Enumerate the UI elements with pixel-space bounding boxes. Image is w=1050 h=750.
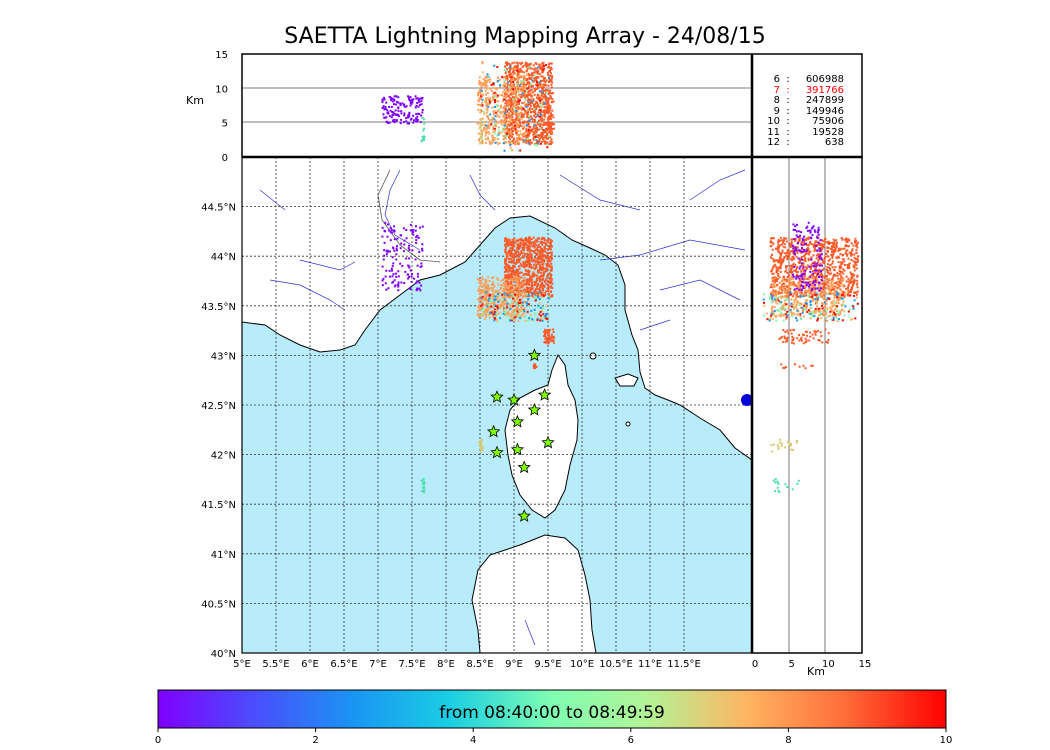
station-star-icon — [537, 388, 552, 401]
lon-tick-label: 11.5°E — [667, 659, 701, 670]
lon-tick-label: 9°E — [505, 659, 523, 670]
alt-tick-label: 10 — [215, 84, 228, 95]
lat-tick-label: 43°N — [211, 351, 236, 362]
station-star-icon — [527, 402, 542, 416]
sardinia — [471, 534, 597, 653]
side-altitude-panel — [751, 156, 863, 654]
lat-tick-label: 42.5°N — [201, 401, 236, 412]
lat-tick-label: 43.5°N — [201, 302, 236, 313]
lon-tick-label: 6°E — [301, 659, 319, 670]
station-star-icon — [486, 424, 501, 438]
station-star-icon — [510, 442, 525, 456]
figure-title: SAETTA Lightning Mapping Array - 24/08/1… — [284, 24, 766, 49]
lon-tick-label: 5°E — [233, 659, 251, 670]
stations-layer — [486, 348, 555, 522]
lightning-sources-altitude — [381, 61, 556, 152]
side-tick-label: 0 — [752, 659, 758, 670]
colorbar-tick-label: 10 — [940, 735, 953, 746]
colorbar-tick-labels: 0 2 4 6 8 10 — [155, 728, 953, 746]
lat-tick-label: 41°N — [211, 550, 236, 561]
alt-tick-label: 5 — [222, 119, 228, 130]
lon-tick-label: 8°E — [437, 659, 455, 670]
lon-tick-label: 10°E — [570, 659, 594, 670]
altitude-tick-labels: 0 5 10 15 — [215, 50, 228, 164]
altitude-panel — [241, 53, 753, 158]
lon-tick-label: 11°E — [638, 659, 662, 670]
lat-tick-label: 44.5°N — [201, 203, 236, 214]
colorbar — [157, 689, 947, 729]
station-star-icon — [517, 460, 531, 474]
latitude-tick-labels: 40°N 40.5°N 41°N 41.5°N 42°N 42.5°N 43°N 43.5°N… — [201, 203, 236, 660]
station-star-icon — [490, 445, 504, 459]
lat-tick-label: 42°N — [211, 451, 236, 462]
colorbar-tick-label: 2 — [312, 735, 318, 746]
lon-tick-label: 6.5°E — [330, 659, 357, 670]
side-tick-label: 10 — [822, 659, 835, 670]
count-row: 12:638 — [767, 137, 844, 148]
altitude-unit-label: Km — [186, 94, 204, 107]
station-star-icon — [517, 509, 531, 522]
count-row: 7:391766 — [773, 84, 844, 96]
colorbar-tick-label: 6 — [628, 735, 634, 746]
count-row: 9:149946 — [773, 105, 844, 117]
colorbar-tick-label: 8 — [785, 735, 791, 746]
lon-tick-label: 9.5°E — [534, 659, 561, 670]
longitude-tick-labels: 5°E 5.5°E 6°E 6.5°E 7°E 7.5°E 8°E 8.5°E 9°E 9.5°E… — [233, 659, 701, 670]
count-row: 10:75906 — [767, 116, 844, 127]
lat-tick-label: 41.5°N — [201, 500, 236, 511]
station-star-icon — [490, 390, 504, 403]
lightning-sources-side — [762, 221, 860, 494]
mainland-france-italy — [242, 157, 752, 461]
station-star-icon — [507, 392, 521, 406]
side-tick-labels: 0 5 10 15 — [752, 659, 872, 670]
side-tick-label: 15 — [859, 659, 872, 670]
count-row: 8:247899 — [773, 95, 844, 106]
lon-tick-label: 8.5°E — [466, 659, 493, 670]
marker-point — [741, 394, 752, 406]
lat-tick-label: 44°N — [211, 252, 236, 263]
colorbar-tick-label: 4 — [470, 735, 476, 746]
lon-tick-label: 10.5°E — [599, 659, 633, 670]
colorbar-tick-label: 0 — [155, 735, 161, 746]
station-star-icon — [527, 348, 542, 362]
counts-panel — [751, 53, 863, 158]
side-tick-label: 5 — [788, 659, 794, 670]
station-star-icon — [510, 414, 525, 428]
lightning-sources-map — [381, 221, 556, 494]
lat-tick-label: 40.5°N — [201, 599, 236, 610]
alt-tick-label: 15 — [215, 50, 228, 61]
lon-tick-label: 7.5°E — [398, 659, 425, 670]
lon-tick-label: 7°E — [369, 659, 387, 670]
colorbar-label: from 08:40:00 to 08:49:59 — [439, 703, 665, 723]
corsica — [504, 353, 579, 519]
count-row: 6:606988 — [773, 74, 844, 85]
count-row: 11:19528 — [767, 126, 844, 138]
alt-tick-label: 0 — [222, 153, 228, 164]
station-star-icon — [541, 435, 555, 449]
map-panel — [242, 157, 752, 653]
side-unit-label: Km — [807, 665, 825, 678]
lat-tick-label: 40°N — [211, 649, 236, 660]
lon-tick-label: 5.5°E — [262, 659, 289, 670]
